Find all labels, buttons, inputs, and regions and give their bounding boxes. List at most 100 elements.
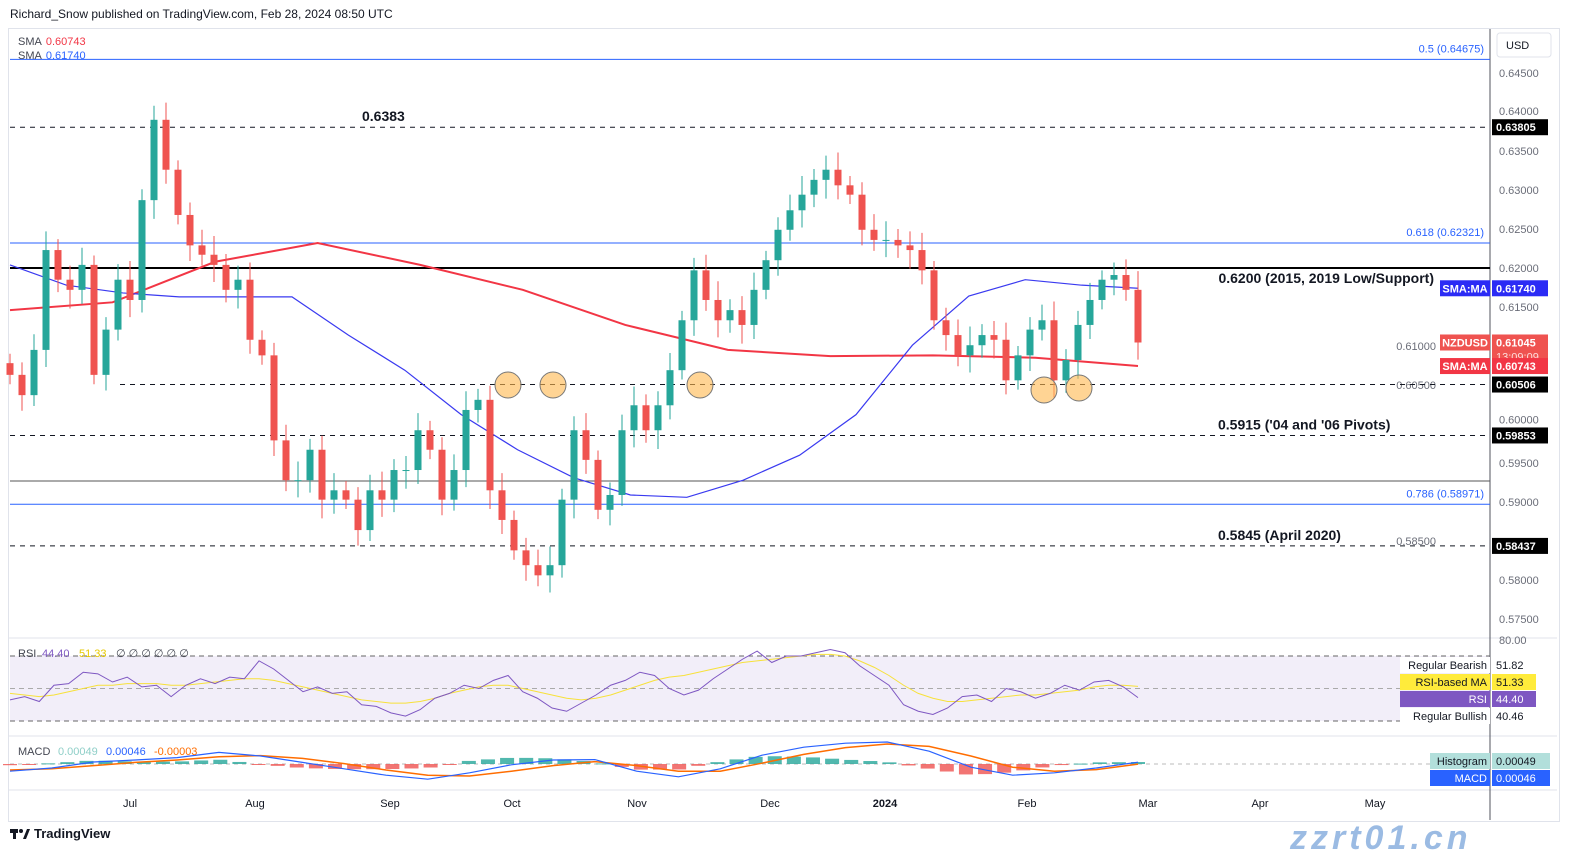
candle-down[interactable] [702, 270, 710, 300]
candle-down[interactable] [834, 169, 842, 186]
candle-down[interactable] [1002, 339, 1010, 381]
candle-up[interactable] [810, 179, 818, 195]
candle-up[interactable] [306, 449, 314, 481]
candle-up[interactable] [606, 494, 614, 510]
candle-down[interactable] [942, 320, 950, 336]
candle-down[interactable] [582, 430, 590, 460]
candle-up[interactable] [1026, 329, 1034, 356]
candle-up[interactable] [1038, 320, 1046, 330]
candle-down[interactable] [846, 185, 854, 195]
candle-up[interactable] [390, 470, 398, 500]
candle-up[interactable] [78, 264, 86, 290]
candle-down[interactable] [282, 440, 290, 481]
candle-down[interactable] [594, 459, 602, 510]
candle-down[interactable] [90, 264, 98, 375]
candle-up[interactable] [798, 194, 806, 211]
candle-up[interactable] [474, 399, 482, 410]
candle-down[interactable] [354, 499, 362, 531]
candle-down[interactable] [642, 405, 650, 431]
candle-down[interactable] [198, 245, 206, 255]
candle-down[interactable] [18, 374, 26, 396]
candle-up[interactable] [762, 260, 770, 290]
candle-down[interactable] [246, 279, 254, 340]
candle-up[interactable] [630, 405, 638, 431]
candle-up[interactable] [114, 279, 122, 330]
candle-up[interactable] [774, 229, 782, 261]
candle-up[interactable] [726, 310, 734, 321]
candle-down[interactable] [318, 449, 326, 500]
candle-up[interactable] [414, 430, 422, 471]
candle-down[interactable] [6, 363, 14, 375]
tradingview-brand[interactable]: TradingView [10, 826, 110, 841]
candle-up[interactable] [1086, 299, 1094, 325]
candle-down[interactable] [738, 310, 746, 325]
currency-button[interactable] [1496, 32, 1552, 58]
candle-up[interactable] [462, 409, 470, 471]
candle-down[interactable] [162, 119, 170, 170]
candle-up[interactable] [330, 490, 338, 500]
candle-down[interactable] [54, 250, 62, 280]
candle-down[interactable] [858, 194, 866, 230]
candle-up[interactable] [978, 335, 986, 346]
candle-up[interactable] [1098, 279, 1106, 300]
currency-label[interactable]: USD [1506, 40, 1529, 52]
candle-up[interactable] [294, 480, 302, 482]
candle-up[interactable] [102, 329, 110, 375]
candle-up[interactable] [1074, 324, 1082, 361]
candle-down[interactable] [342, 490, 350, 500]
candle-up[interactable] [366, 490, 374, 531]
candle-down[interactable] [954, 335, 962, 356]
candle-up[interactable] [654, 405, 662, 431]
candle-down[interactable] [186, 214, 194, 246]
candle-down[interactable] [378, 490, 386, 500]
candle-up[interactable] [1110, 275, 1118, 280]
candle-up[interactable] [618, 430, 626, 495]
candle-up[interactable] [402, 470, 410, 472]
candle-down[interactable] [1134, 289, 1142, 343]
candle-up[interactable] [966, 345, 974, 356]
candle-up[interactable] [42, 250, 50, 350]
candle-up[interactable] [690, 270, 698, 321]
candle-up[interactable] [786, 210, 794, 230]
candle-up[interactable] [750, 289, 758, 325]
candle-up[interactable] [150, 119, 158, 201]
candle-up[interactable] [1062, 360, 1070, 381]
candle-up[interactable] [30, 349, 38, 396]
candle-down[interactable] [990, 335, 998, 340]
candle-down[interactable] [426, 430, 434, 450]
candle-up[interactable] [1014, 355, 1022, 381]
candle-down[interactable] [534, 565, 542, 576]
candle-up[interactable] [546, 565, 554, 576]
candle-down[interactable] [522, 550, 530, 566]
candle-down[interactable] [270, 355, 278, 441]
candle-down[interactable] [174, 169, 182, 215]
candle-down[interactable] [126, 279, 134, 300]
candle-up[interactable] [138, 200, 146, 300]
candle-down[interactable] [66, 279, 74, 290]
candle-up[interactable] [666, 370, 674, 406]
candle-down[interactable] [258, 339, 266, 356]
candle-up[interactable] [570, 430, 578, 500]
candle-down[interactable] [486, 399, 494, 491]
candle-down[interactable] [894, 239, 902, 246]
candle-down[interactable] [906, 245, 914, 251]
candle-down[interactable] [918, 250, 926, 271]
candle-down[interactable] [510, 519, 518, 551]
candle-down[interactable] [498, 490, 506, 520]
candle-up[interactable] [234, 279, 242, 290]
candle-up[interactable] [882, 239, 890, 241]
candle-down[interactable] [1050, 320, 1058, 381]
candle-down[interactable] [210, 254, 218, 265]
candle-down[interactable] [1122, 275, 1130, 290]
candle-down[interactable] [930, 270, 938, 321]
candle-down[interactable] [438, 449, 446, 500]
legend-sma200[interactable]: SMA 0.60743 [18, 35, 86, 49]
candle-down[interactable] [714, 299, 722, 321]
candle-up[interactable] [822, 169, 830, 180]
candle-up[interactable] [558, 499, 566, 566]
legend-sma50[interactable]: SMA 0.61740 [18, 49, 86, 63]
candle-up[interactable] [678, 320, 686, 371]
candle-down[interactable] [222, 264, 230, 290]
candle-down[interactable] [870, 229, 878, 240]
